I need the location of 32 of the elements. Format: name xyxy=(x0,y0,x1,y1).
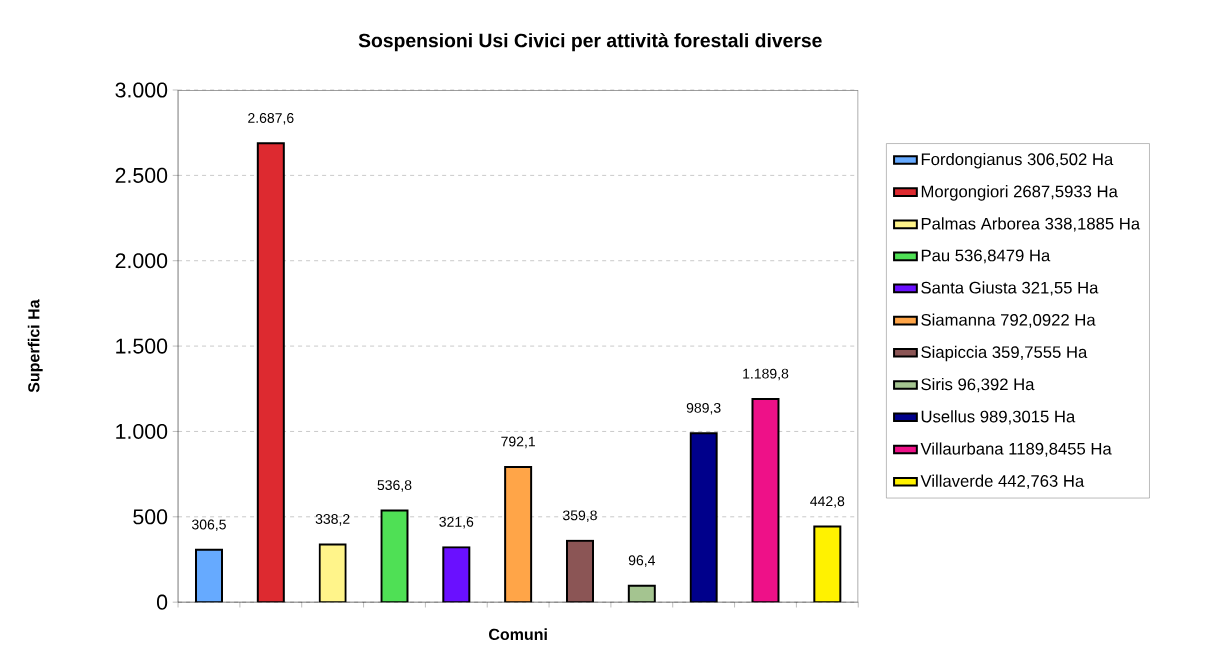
legend-label: Siris 96,392 Ha xyxy=(921,377,1035,393)
data-label: 2.687,6 xyxy=(248,112,294,125)
y-tick-label: 2.500 xyxy=(115,167,168,183)
legend-label: Villaurbana 1189,8455 Ha xyxy=(920,442,1112,457)
data-label: 792,1 xyxy=(501,436,535,449)
y-tick-label: 0 xyxy=(156,594,168,610)
legend-label: Usellus 989,3015 Ha xyxy=(921,410,1076,425)
y-tick-label: 1.500 xyxy=(116,338,168,354)
data-label: 359,8 xyxy=(562,510,597,522)
legend-label: Siamanna 792,0922 Ha xyxy=(921,313,1096,328)
y-tick-label: 2.000 xyxy=(115,253,168,269)
legend-label: Fordongianus 306,502 Ha xyxy=(921,152,1114,169)
y-tick-label: 1.000 xyxy=(116,423,168,439)
legend-label: Santa Giusta 321,55 Ha xyxy=(921,281,1099,296)
legend-label: Morgongiori 2687,5933 Ha xyxy=(921,185,1118,201)
data-label: 338,2 xyxy=(315,514,350,526)
legend-label: Palmas Arborea 338,1885 Ha xyxy=(921,217,1141,232)
data-label: 442,8 xyxy=(810,496,845,508)
data-label: 306,5 xyxy=(191,519,226,531)
y-tick-label: 500 xyxy=(133,509,168,525)
data-label: 1.189,8 xyxy=(743,368,789,381)
data-label: 989,3 xyxy=(686,402,721,415)
chart-title: Sospensioni Usi Civici per attività forestali diverse xyxy=(358,32,822,52)
legend-label: Pau 536,8479 Ha xyxy=(921,249,1051,264)
data-label: 96,4 xyxy=(628,555,656,567)
legend-label: Siapiccia 359,7555 Ha xyxy=(921,345,1088,362)
y-tick-label: 3.000 xyxy=(115,82,168,98)
data-label: 321,6 xyxy=(439,516,474,529)
data-label: 536,8 xyxy=(377,480,412,492)
legend-label: Villaverde 442,763 Ha xyxy=(920,474,1085,489)
y-axis-title: Superfici Ha xyxy=(27,299,43,393)
x-axis-title: Comuni xyxy=(489,628,547,640)
